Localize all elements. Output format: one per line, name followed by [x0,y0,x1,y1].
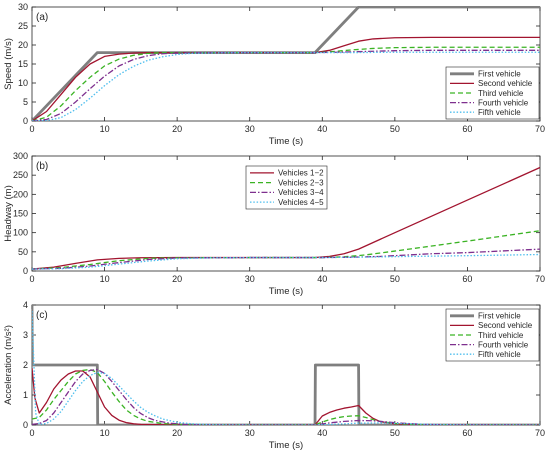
series-group [32,166,540,270]
x-tick-label: 40 [317,124,327,134]
legend-entry: Vehicles 4−5 [278,198,324,207]
x-tick-label: 0 [29,124,34,134]
legend-entry: Fourth vehicle [478,340,529,349]
legend-entry: Fifth vehicle [478,350,521,359]
series-line-5 [32,51,540,121]
series-line-3 [32,248,540,270]
y-tick-label: 300 [13,151,28,161]
x-tick-label: 50 [390,274,400,284]
legend-entry: First vehicle [478,70,521,79]
legend-entry: Fifth vehicle [478,108,521,117]
x-tick-label: 60 [462,124,472,134]
legend-entry: Vehicles 3−4 [278,188,324,197]
x-tick-label: 70 [535,428,545,438]
y-tick-label: 0 [23,116,28,126]
x-tick-label: 20 [172,428,182,438]
x-tick-label: 50 [390,428,400,438]
y-tick-label: 0 [23,266,28,276]
x-tick-label: 20 [172,274,182,284]
x-tick-label: 30 [245,428,255,438]
y-tick-label: 250 [13,170,28,180]
y-tick-label: 30 [18,2,28,12]
series-line-5 [32,310,540,425]
x-axis-label: Time (s) [269,440,303,451]
series-line-4 [32,49,540,121]
x-tick-label: 50 [390,124,400,134]
y-axis-label: Headway (m) [3,185,14,242]
legend-entry: Vehicles 1−2 [278,169,324,178]
y-tick-label: 10 [18,78,28,88]
y-tick-label: 1 [23,390,28,400]
series-line-3 [32,46,540,121]
legend-entry: Third vehicle [478,89,524,98]
y-tick-label: 50 [18,247,28,257]
y-tick-label: 0 [23,420,28,430]
x-tick-label: 60 [462,274,472,284]
series-group [32,304,540,425]
x-tick-label: 70 [535,274,545,284]
legend-entry: Vehicles 2−3 [278,178,324,187]
series-line-3 [32,368,540,425]
series-line-2 [32,367,540,425]
x-tick-label: 40 [317,428,327,438]
x-tick-label: 10 [100,428,110,438]
y-tick-label: 25 [18,21,28,31]
legend-entry: Third vehicle [478,331,524,340]
chart-panel-1: 0 10 20 30 40 50 60 70 0 5 10 15 20 25 30 Time (s) Speed… [3,2,545,147]
x-tick-label: 0 [29,428,34,438]
y-tick-label: 5 [23,97,28,107]
x-tick-label: 60 [462,428,472,438]
chart-panel-3: 0 10 20 30 40 50 60 70 0 1 2 3 4 Time (s) Acceleration… [3,300,545,451]
legend-entry: Second vehicle [478,79,533,88]
panel-label: (c) [36,310,48,321]
x-axis-label: Time (s) [269,136,303,147]
x-tick-label: 40 [317,274,327,284]
x-tick-label: 30 [245,124,255,134]
x-axis-label: Time (s) [269,286,303,297]
legend-entry: First vehicle [478,312,521,321]
x-tick-label: 20 [172,124,182,134]
legend-entry: Second vehicle [478,321,533,330]
x-tick-label: 10 [100,274,110,284]
panel-label: (b) [36,161,48,172]
panel-label: (a) [36,12,48,23]
y-tick-label: 100 [13,228,28,238]
series-line-4 [32,368,540,425]
y-tick-label: 3 [23,330,28,340]
y-axis-label: Acceleration (m/s²) [3,325,14,405]
y-tick-label: 15 [18,59,28,69]
x-tick-label: 30 [245,274,255,284]
y-tick-label: 4 [23,300,28,310]
x-tick-label: 10 [100,124,110,134]
chart-panel-2: 0 10 20 30 40 50 60 70 0 50 100 150 200 250 300 Time (s… [3,151,545,297]
y-tick-label: 150 [13,209,28,219]
y-tick-label: 20 [18,40,28,50]
y-axis-label: Speed (m/s) [3,38,14,90]
legend-box [445,308,540,362]
legend-entry: Fourth vehicle [478,98,529,107]
y-tick-label: 2 [23,360,28,370]
x-tick-label: 70 [535,124,545,134]
series-group [32,6,540,121]
series-line-4 [32,253,540,270]
y-tick-label: 200 [13,189,28,199]
x-tick-label: 0 [29,274,34,284]
